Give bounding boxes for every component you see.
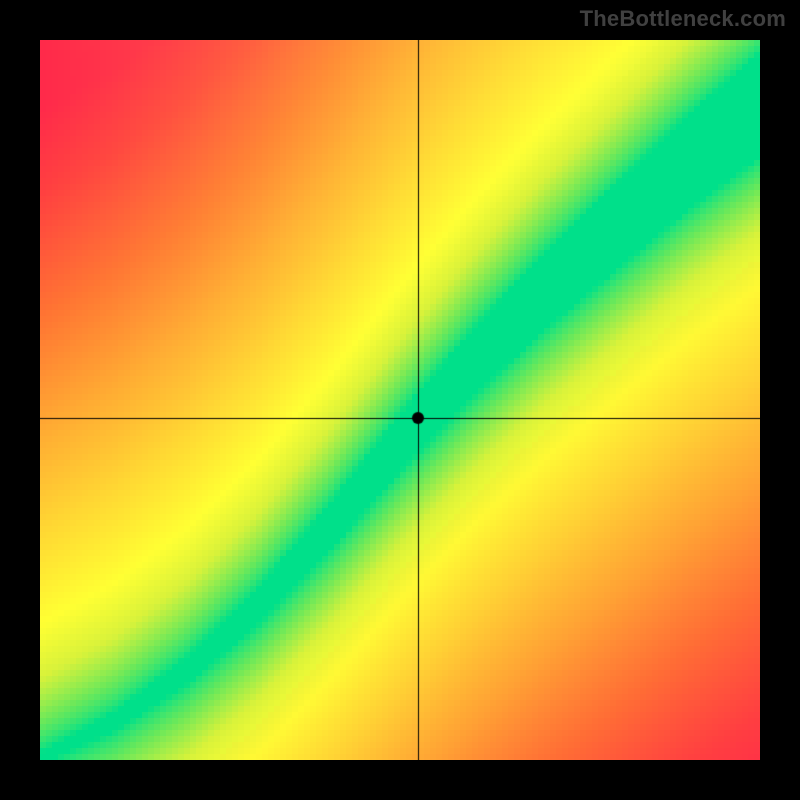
crosshair-overlay <box>40 40 760 760</box>
chart-container: TheBottleneck.com <box>0 0 800 800</box>
watermark-text: TheBottleneck.com <box>580 6 786 32</box>
